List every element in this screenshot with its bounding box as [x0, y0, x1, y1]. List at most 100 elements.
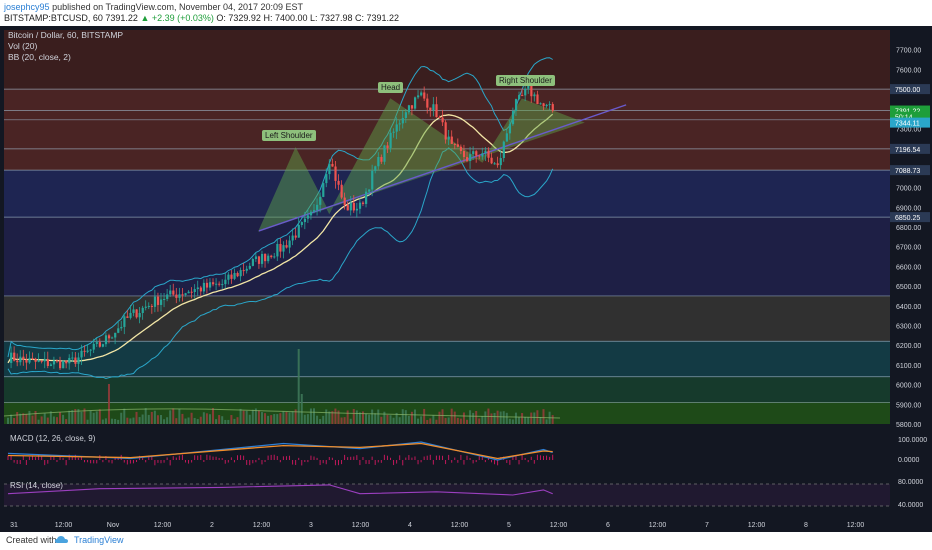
candle	[270, 255, 273, 258]
candle	[13, 352, 16, 361]
volume-bar	[380, 416, 383, 424]
candle	[413, 97, 417, 109]
candle	[377, 157, 380, 167]
candle	[175, 294, 178, 298]
volume-bar	[478, 418, 481, 424]
rsi-band	[4, 484, 890, 506]
author-link[interactable]: josephcy95	[4, 2, 50, 12]
volume-bar	[233, 418, 236, 424]
volume-bar	[175, 418, 178, 424]
volume-bar	[410, 411, 413, 424]
volume-bar	[242, 410, 245, 424]
volume-bar	[46, 417, 49, 424]
level-7500-tag-bg	[890, 84, 930, 95]
volume-bar	[303, 414, 306, 424]
candle	[511, 111, 515, 125]
volume-bar	[190, 412, 193, 424]
candle	[444, 122, 447, 140]
volume-bar	[120, 412, 123, 424]
candle	[398, 123, 401, 125]
price-zone	[4, 170, 890, 218]
candle	[542, 103, 545, 107]
candle	[404, 112, 407, 118]
candle	[469, 154, 472, 162]
candle	[98, 342, 101, 347]
candle	[68, 357, 71, 364]
chart-area[interactable]: 5800.00 5900.00 6000.00 6100.00 6200.00 6300.…	[0, 26, 932, 532]
volume-bar	[432, 415, 435, 424]
time-axis-bg	[0, 516, 932, 532]
candle	[456, 144, 460, 147]
volume-bar	[19, 413, 22, 424]
volume-bar	[319, 419, 322, 424]
volume-bar	[524, 416, 527, 424]
ohlc-values: O: 7329.92 H: 7400.00 L: 7327.98 C: 7391…	[216, 13, 400, 23]
volume-bar	[184, 418, 187, 424]
volume-bar	[496, 410, 499, 424]
candle	[417, 95, 420, 98]
candle	[322, 183, 325, 197]
volume-bar	[300, 394, 303, 424]
time-tick-label: 7	[705, 522, 709, 529]
volume-bar	[138, 417, 141, 424]
legend-bb: BB (20, close, 2)	[8, 52, 71, 62]
candle	[156, 296, 160, 305]
footer-brand[interactable]: TradingView	[74, 535, 124, 545]
candle	[135, 309, 138, 318]
annotation-head: Head	[378, 82, 404, 93]
candle	[294, 235, 297, 238]
candle	[242, 270, 245, 272]
time-tick-label: Nov	[107, 522, 120, 529]
volume-bar	[435, 419, 438, 424]
candle	[466, 157, 469, 162]
price-tick-label: 6600.00	[896, 264, 921, 271]
volume-bar	[40, 416, 43, 424]
time-tick-label: 12:00	[649, 522, 667, 529]
candle	[505, 133, 508, 142]
candle	[239, 270, 242, 277]
candle	[260, 253, 264, 264]
candle	[49, 364, 53, 366]
candle	[22, 356, 25, 360]
volume-bar	[7, 417, 9, 424]
volume-bar	[178, 408, 181, 424]
volume-bar	[383, 411, 386, 424]
volume-bar	[417, 418, 420, 424]
volume-bar	[205, 413, 208, 424]
candle	[472, 151, 475, 155]
time-tick-label: 6	[606, 522, 610, 529]
macd-label: MACD (12, 26, close, 9)	[10, 434, 96, 443]
volume-bar	[37, 419, 40, 424]
volume-bar	[334, 408, 337, 424]
candle	[306, 215, 310, 219]
candle	[43, 359, 46, 362]
volume-bar	[129, 418, 132, 424]
candle	[10, 352, 13, 363]
candle	[104, 335, 108, 345]
volume-bar	[343, 417, 346, 424]
publish-line: josephcy95 published on TradingView.com,…	[4, 2, 303, 12]
volume-bar	[297, 349, 300, 424]
time-tick-label: 4	[408, 522, 412, 529]
volume-bar	[111, 418, 114, 424]
price-tick-label: 5800.00	[896, 422, 921, 429]
candle	[181, 294, 184, 296]
price-tick-label: 6300.00	[896, 324, 921, 331]
candle	[52, 360, 56, 365]
candle	[166, 294, 169, 299]
volume-bar	[166, 417, 169, 424]
volume-bar	[337, 410, 340, 424]
volume-bar	[358, 412, 361, 424]
candle	[236, 273, 239, 277]
volume-bar	[508, 418, 511, 424]
candle	[254, 256, 258, 259]
candle	[493, 163, 496, 165]
time-tick-label: 2	[210, 522, 214, 529]
chart-header: josephcy95 published on TradingView.com,…	[0, 0, 932, 26]
chart-svg[interactable]: 5800.00 5900.00 6000.00 6100.00 6200.00 6300.…	[0, 26, 932, 532]
candle	[153, 296, 157, 307]
level-7088-tag-bg	[890, 165, 930, 176]
volume-bar	[114, 418, 117, 424]
volume-bar	[279, 413, 282, 424]
volume-bar	[163, 419, 166, 424]
